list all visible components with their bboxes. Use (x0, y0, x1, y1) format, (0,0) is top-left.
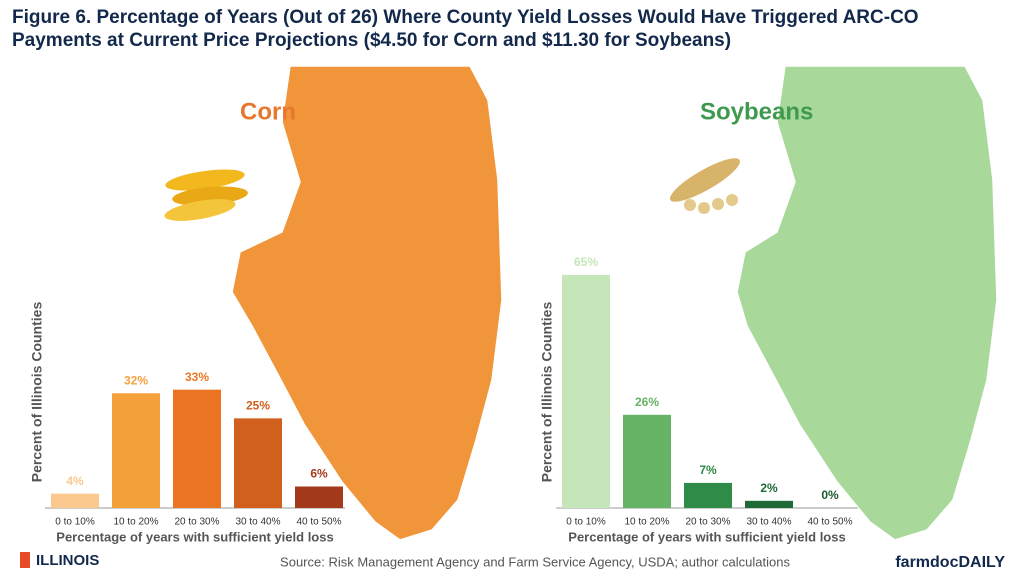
x-tick-label: 20 to 30% (685, 517, 730, 528)
x-tick-label: 40 to 50% (807, 517, 852, 528)
value-label: 25% (246, 399, 270, 413)
y-axis-label: Percent of Illinois Counties (29, 302, 45, 483)
source-note: Source: Risk Management Agency and Farm … (280, 554, 790, 569)
value-label: 32% (124, 373, 148, 387)
value-label: 7% (699, 463, 717, 477)
title-box: Figure 6. Percentage of Years (Out of 26… (12, 7, 919, 51)
x-tick-label: 30 to 40% (235, 517, 280, 528)
brand: farmdocDAILY (895, 554, 1005, 571)
bar (562, 274, 610, 508)
value-label: 6% (310, 467, 328, 481)
x-tick-label: 40 to 50% (296, 517, 341, 528)
x-tick-label: 10 to 20% (113, 517, 158, 528)
logo-text: ILLINOIS (36, 552, 99, 569)
chart-title: Soybeans (700, 98, 813, 125)
x-tick-label: 0 to 10% (566, 517, 606, 528)
x-tick-label: 30 to 40% (746, 517, 791, 528)
bar (745, 500, 793, 508)
soybean-icon (670, 158, 740, 214)
chart-title: Corn (240, 98, 296, 125)
bar (295, 486, 343, 508)
logo-mark (20, 552, 30, 568)
y-axis-label: Percent of Illinois Counties (539, 302, 555, 483)
value-label: 26% (635, 395, 659, 409)
value-label: 0% (821, 488, 839, 502)
bar (112, 393, 160, 508)
soybean-map (736, 65, 998, 541)
corn-icon (164, 169, 248, 221)
x-tick-label: 20 to 30% (174, 517, 219, 528)
bar (234, 418, 282, 508)
bar (173, 389, 221, 508)
bar (684, 482, 732, 508)
corn-map (231, 65, 503, 541)
value-label: 4% (66, 474, 84, 488)
bar (623, 414, 671, 508)
x-tick-label: 10 to 20% (624, 517, 669, 528)
x-tick-label: 0 to 10% (55, 517, 95, 528)
value-label: 65% (574, 255, 598, 269)
value-label: 2% (760, 481, 778, 495)
bar (51, 493, 99, 508)
value-label: 33% (185, 370, 209, 384)
x-axis-label: Percentage of years with sufficient yiel… (56, 529, 333, 544)
x-axis-label: Percentage of years with sufficient yiel… (568, 529, 845, 544)
figure-title: Figure 6. Percentage of Years (Out of 26… (12, 7, 919, 51)
